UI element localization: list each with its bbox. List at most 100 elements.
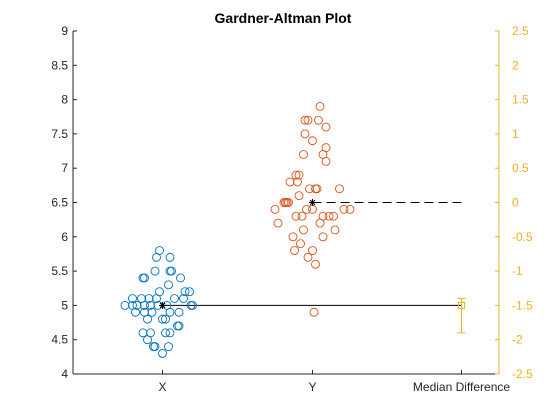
y-data-point — [284, 198, 293, 207]
x-data-point — [152, 294, 161, 303]
data-points — [120, 102, 466, 358]
x-data-point — [186, 300, 196, 310]
x-data-point — [158, 314, 167, 324]
y-left-tick-label: 7 — [61, 161, 68, 175]
x-data-point — [144, 294, 154, 303]
x-data-point — [176, 273, 185, 283]
y-data-point — [273, 218, 283, 228]
median-difference-marker — [458, 301, 465, 309]
y-data-point — [329, 211, 338, 221]
y-right-tick-label: 1 — [512, 127, 519, 141]
y-data-point — [315, 218, 325, 228]
y-left-tick-label: 5.5 — [51, 264, 68, 278]
y-data-point — [308, 136, 317, 146]
y-data-point — [303, 115, 313, 125]
y-data-point — [305, 184, 314, 194]
x-data-point — [158, 348, 167, 358]
y-data-point — [291, 170, 301, 180]
y-data-point — [330, 225, 340, 235]
y-data-point — [314, 115, 323, 125]
y-data-point — [294, 191, 304, 201]
y-right-tick-label: -2 — [512, 333, 523, 347]
y-data-point — [321, 156, 331, 166]
x-tick-label: Y — [308, 380, 316, 394]
y-left-tick-label: 5 — [61, 298, 68, 312]
x-data-point — [120, 300, 130, 310]
y-data-point — [270, 204, 280, 214]
x-data-point — [140, 273, 149, 283]
y-data-point — [312, 184, 322, 194]
y-data-point — [311, 259, 320, 269]
x-data-point — [170, 294, 179, 303]
y-median-marker — [309, 199, 316, 206]
y-left-tick-label: 8.5 — [51, 58, 68, 72]
y-right-tick-label: 0.5 — [512, 161, 529, 175]
y-data-point — [309, 307, 319, 317]
y-data-point — [299, 150, 308, 159]
x-data-point — [165, 307, 175, 317]
x-median-marker — [159, 301, 166, 309]
x-data-point — [147, 307, 157, 317]
y-data-point — [300, 115, 310, 125]
y-data-point — [321, 122, 331, 132]
y-data-point — [290, 246, 299, 255]
y-data-point — [293, 177, 302, 187]
y-left-tick-label: 4.5 — [51, 333, 68, 347]
x-data-point — [164, 280, 173, 290]
y-data-point — [335, 184, 344, 194]
y-left-tick-label: 4 — [61, 367, 68, 381]
y-right-tick-label: -1 — [512, 264, 523, 278]
y-data-point — [345, 204, 355, 214]
y-data-point — [339, 204, 349, 214]
y-data-point — [297, 211, 307, 221]
y-right-tick-label: 0 — [512, 196, 519, 210]
y-data-point — [308, 246, 317, 255]
axes: 4 4.5 5 5.5 6 6.5 7 7.5 8 8.5 9 -2.5 -2 -1.5 -1 -0.5 0 0.… — [51, 24, 533, 394]
x-data-point — [164, 342, 173, 352]
x-data-point — [180, 287, 190, 297]
x-data-point — [150, 342, 160, 352]
x-data-point — [132, 300, 142, 310]
y-data-point — [318, 232, 328, 242]
x-data-point — [165, 252, 175, 262]
y-data-point — [324, 211, 334, 221]
x-data-point — [173, 321, 182, 331]
y-data-point — [285, 177, 295, 187]
x-data-point — [174, 307, 184, 317]
x-data-point — [179, 294, 188, 303]
x-data-point — [128, 294, 137, 303]
x-data-point — [143, 314, 152, 324]
y-left-tick-label: 8 — [61, 93, 68, 107]
y-data-point — [302, 204, 311, 214]
y-left-tick-label: 6 — [61, 230, 68, 244]
y-data-point — [300, 129, 310, 139]
y-left-tick-label: 6.5 — [51, 196, 68, 210]
y-right-tick-label: -2.5 — [512, 367, 533, 381]
x-data-point — [185, 287, 194, 297]
x-data-point — [150, 266, 160, 276]
x-data-point — [137, 294, 146, 303]
y-data-point — [288, 232, 298, 242]
y-data-point — [299, 225, 308, 235]
chart-title: Gardner-Altman Plot — [215, 10, 352, 26]
y-right-tick-label: -0.5 — [512, 230, 533, 244]
x-data-point — [143, 335, 152, 345]
y-right-tick-label: 1.5 — [512, 93, 529, 107]
x-tick-label: Median Difference — [413, 380, 510, 394]
y-data-point — [291, 211, 301, 221]
y-right-tick-label: 2.5 — [512, 24, 529, 38]
x-data-point — [165, 328, 175, 338]
x-data-point — [161, 314, 170, 324]
y-data-point — [296, 239, 305, 249]
x-data-point — [161, 328, 170, 338]
x-data-point — [131, 307, 140, 317]
y-left-tick-label: 9 — [61, 24, 68, 38]
y-data-point — [315, 102, 325, 111]
y-left-tick-label: 7.5 — [51, 127, 68, 141]
x-tick-label: X — [158, 380, 166, 394]
y-right-tick-label: 2 — [512, 58, 519, 72]
y-data-point — [303, 252, 313, 262]
x-data-point — [167, 266, 176, 276]
